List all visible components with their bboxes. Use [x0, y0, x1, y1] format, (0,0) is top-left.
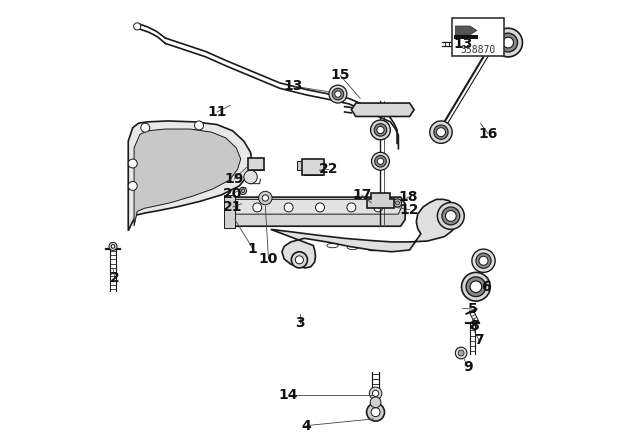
- Ellipse shape: [387, 246, 399, 250]
- Text: 17: 17: [352, 188, 371, 202]
- Circle shape: [499, 33, 518, 52]
- Text: 13: 13: [454, 37, 473, 51]
- Circle shape: [442, 207, 460, 225]
- Circle shape: [430, 121, 452, 143]
- Circle shape: [377, 126, 384, 134]
- Circle shape: [466, 277, 486, 297]
- Bar: [223, 195, 235, 228]
- Circle shape: [461, 272, 490, 301]
- Circle shape: [479, 35, 494, 50]
- Circle shape: [374, 124, 387, 136]
- Circle shape: [434, 125, 448, 139]
- Polygon shape: [297, 161, 302, 170]
- Circle shape: [494, 28, 522, 57]
- Circle shape: [394, 199, 401, 207]
- Circle shape: [259, 191, 272, 205]
- Text: 10: 10: [259, 252, 278, 266]
- Polygon shape: [455, 26, 477, 35]
- Circle shape: [483, 39, 490, 46]
- Circle shape: [295, 256, 303, 264]
- Circle shape: [367, 403, 385, 421]
- Polygon shape: [367, 193, 394, 208]
- Ellipse shape: [327, 243, 338, 248]
- Circle shape: [470, 281, 482, 293]
- Text: 14: 14: [279, 388, 298, 402]
- Circle shape: [329, 85, 347, 103]
- Text: 21: 21: [223, 200, 243, 214]
- Circle shape: [374, 203, 383, 212]
- Circle shape: [195, 121, 204, 130]
- Text: 11: 11: [207, 105, 227, 119]
- Text: 5: 5: [467, 302, 477, 316]
- Circle shape: [347, 203, 356, 212]
- Text: 18: 18: [399, 190, 418, 204]
- Polygon shape: [351, 103, 414, 116]
- Text: 19: 19: [224, 172, 244, 186]
- Circle shape: [458, 350, 464, 356]
- Circle shape: [372, 152, 390, 170]
- Text: 6: 6: [481, 280, 491, 294]
- Text: 13: 13: [284, 79, 303, 93]
- Circle shape: [111, 245, 115, 248]
- Text: 358870: 358870: [461, 45, 496, 55]
- Circle shape: [369, 387, 382, 400]
- Circle shape: [239, 187, 246, 194]
- Circle shape: [241, 189, 244, 193]
- Circle shape: [109, 242, 117, 250]
- Circle shape: [472, 249, 495, 272]
- Circle shape: [371, 120, 390, 140]
- Text: 12: 12: [400, 202, 419, 217]
- Circle shape: [370, 397, 381, 408]
- Text: 7: 7: [474, 333, 484, 348]
- Circle shape: [445, 211, 456, 221]
- Text: 1: 1: [248, 241, 258, 256]
- Circle shape: [455, 347, 467, 359]
- Polygon shape: [128, 121, 252, 231]
- Text: 22: 22: [319, 162, 339, 177]
- Text: 2: 2: [110, 271, 120, 285]
- Circle shape: [316, 203, 324, 212]
- Ellipse shape: [367, 246, 378, 251]
- Text: 16: 16: [478, 126, 498, 141]
- Circle shape: [141, 123, 150, 132]
- Text: 4: 4: [301, 418, 312, 433]
- Circle shape: [396, 201, 399, 205]
- Ellipse shape: [347, 245, 358, 250]
- Text: 3: 3: [295, 315, 305, 330]
- Circle shape: [244, 170, 257, 184]
- Circle shape: [332, 88, 344, 100]
- Bar: [452, 18, 504, 56]
- Circle shape: [128, 181, 137, 190]
- Text: 9: 9: [463, 360, 473, 375]
- Circle shape: [134, 23, 141, 30]
- Bar: [454, 35, 477, 39]
- Circle shape: [291, 252, 307, 268]
- Circle shape: [284, 203, 293, 212]
- Circle shape: [437, 202, 464, 229]
- Circle shape: [371, 408, 380, 417]
- Text: 15: 15: [330, 68, 350, 82]
- Circle shape: [262, 195, 269, 201]
- Polygon shape: [228, 197, 405, 226]
- Polygon shape: [232, 199, 401, 214]
- Circle shape: [479, 256, 488, 265]
- Circle shape: [374, 155, 387, 167]
- Circle shape: [128, 159, 137, 168]
- Polygon shape: [271, 199, 459, 268]
- Circle shape: [503, 37, 513, 48]
- Circle shape: [378, 158, 383, 164]
- Circle shape: [436, 128, 445, 137]
- Text: 8: 8: [468, 319, 479, 333]
- Bar: [248, 158, 264, 170]
- Circle shape: [372, 390, 379, 396]
- Circle shape: [253, 203, 262, 212]
- Polygon shape: [134, 129, 241, 226]
- Circle shape: [335, 91, 341, 97]
- Bar: [302, 159, 324, 175]
- Circle shape: [476, 253, 491, 268]
- Text: 20: 20: [223, 186, 243, 201]
